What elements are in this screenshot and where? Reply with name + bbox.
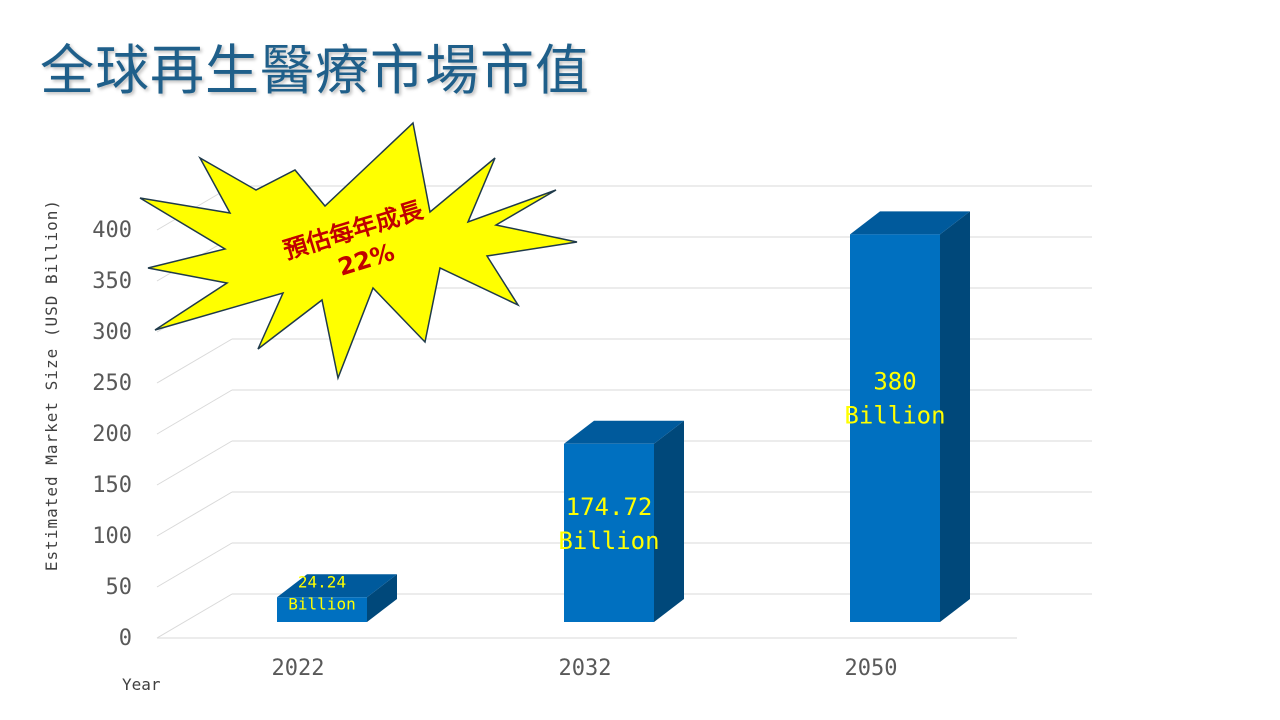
data-label: 380: [873, 367, 916, 395]
bar-side: [367, 574, 397, 622]
bar: [564, 443, 654, 622]
x-axis-ticks: 2022 2032 2050: [272, 656, 898, 681]
starburst-shape: [139, 121, 578, 381]
y-tick-label: 200: [92, 422, 132, 447]
data-label: 174.72: [566, 493, 653, 521]
data-label: Billion: [288, 594, 355, 613]
y-tick-label: 400: [92, 218, 132, 243]
data-labels: 24.24 Billion 174.72 Billion 380 Billion: [288, 367, 945, 613]
bar-top: [850, 211, 970, 235]
data-label: Billion: [844, 401, 945, 429]
gridline-side: [156, 389, 233, 435]
bar: [850, 234, 940, 622]
y-axis-title: Estimated Market Size (USD Billion): [42, 199, 61, 571]
growth-callout: 預估每年成長 22%: [139, 121, 578, 381]
y-tick-label: 350: [92, 269, 132, 294]
gridline-side: [156, 338, 233, 384]
gridline-side: [156, 491, 233, 537]
y-tick-label: 100: [92, 524, 132, 549]
gridline-side: [156, 593, 233, 639]
chart-bars: [277, 211, 970, 622]
x-tick-label: 2032: [559, 656, 612, 681]
y-tick-label: 300: [92, 320, 132, 345]
x-tick-label: 2050: [845, 656, 898, 681]
bar: [277, 597, 367, 622]
y-axis-ticks: 0 50 100 150 200 250 300 350 400: [92, 218, 132, 651]
x-tick-label: 2022: [272, 656, 325, 681]
bar-side: [654, 420, 684, 622]
y-tick-label: 0: [119, 626, 132, 651]
bar-top: [564, 420, 684, 444]
bar-top: [277, 574, 397, 598]
data-label: 24.24: [298, 572, 346, 591]
bar-side: [940, 211, 970, 622]
x-axis-title: Year: [122, 675, 161, 694]
y-tick-label: 150: [92, 473, 132, 498]
data-label: Billion: [558, 527, 659, 555]
y-tick-label: 50: [106, 575, 133, 600]
y-tick-label: 250: [92, 371, 132, 396]
gridline-side: [156, 542, 233, 588]
page-title: 全球再生醫療市場市值: [40, 39, 590, 102]
gridline-side: [156, 440, 233, 486]
